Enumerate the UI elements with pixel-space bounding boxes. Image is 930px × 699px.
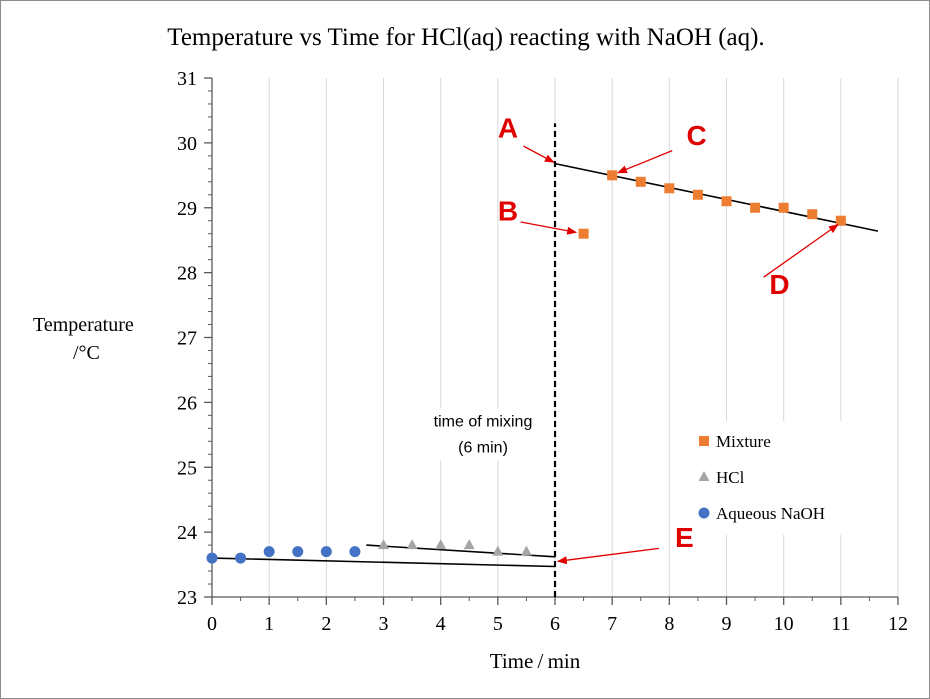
annotation-arrow-B xyxy=(520,221,578,235)
mixture-point xyxy=(578,228,589,239)
naoh-trend xyxy=(211,557,556,568)
x-tick-label-10: 10 xyxy=(774,613,794,635)
y-tick-label-30: 30 xyxy=(177,133,197,155)
y-axis-label-line1: Temperature xyxy=(33,314,134,336)
aqueous-naoh-point xyxy=(206,552,218,564)
x-tick-label-8: 8 xyxy=(664,613,674,635)
annotation-label-E: E xyxy=(675,522,694,553)
mixing-line-group: time of mixing (6 min) xyxy=(409,123,557,597)
x-tick-label-11: 11 xyxy=(831,613,850,635)
aqueous-naoh-point xyxy=(235,552,247,564)
x-tick-label-1: 1 xyxy=(264,613,274,635)
legend-label-aqueous-naoh: Aqueous NaOH xyxy=(716,504,825,523)
aqueous-naoh-point xyxy=(320,546,332,558)
x-tick-label-0: 0 xyxy=(207,613,217,635)
mixture-point xyxy=(807,209,818,220)
annotation-label-C: C xyxy=(686,120,706,151)
hcl-point xyxy=(520,545,532,556)
y-tick-label-26: 26 xyxy=(177,392,197,414)
aqueous-naoh-point xyxy=(263,546,275,558)
annotation-arrow-A xyxy=(523,145,555,163)
mixture-point xyxy=(750,202,761,213)
mixture-point xyxy=(778,202,789,213)
mixture-point xyxy=(635,176,646,187)
annotations: A B C D E xyxy=(498,113,839,565)
mixing-label-line2: (6 min) xyxy=(458,439,508,456)
aqueous-naoh-point xyxy=(292,546,304,558)
x-tick-label-9: 9 xyxy=(722,613,732,635)
hcl-point xyxy=(378,539,389,550)
annotation-arrow-C xyxy=(616,150,673,174)
legend-background xyxy=(692,421,864,535)
annotation-label-A: A xyxy=(498,113,518,144)
legend: Mixture HCl Aqueous NaOH xyxy=(692,421,864,535)
chart-title: Temperature vs Time for HCl(aq) reacting… xyxy=(167,24,764,51)
mixing-label-line1: time of mixing xyxy=(434,413,533,430)
annotation-arrow-E xyxy=(556,547,660,565)
x-axis-label: Time / min xyxy=(490,649,581,673)
legend-label-hcl: HCl xyxy=(716,468,745,487)
x-tick-label-4: 4 xyxy=(436,613,446,635)
mixture-trend xyxy=(554,162,879,232)
annotation-arrow-D xyxy=(763,224,839,278)
mixture-point xyxy=(721,196,732,207)
aqueous-naoh-point xyxy=(349,546,361,558)
hcl-point xyxy=(463,539,475,550)
hcl-point xyxy=(435,539,447,550)
x-tick-label-7: 7 xyxy=(607,613,617,635)
mixing-label-bg xyxy=(409,408,554,461)
y-tick-label-25: 25 xyxy=(177,457,197,479)
legend-marker-hcl xyxy=(698,471,710,481)
y-tick-label-24: 24 xyxy=(177,522,197,544)
mixture-point xyxy=(692,189,703,200)
x-tick-label-6: 6 xyxy=(550,613,560,635)
legend-label-mixture: Mixture xyxy=(716,432,771,451)
hcl-point xyxy=(406,539,418,550)
y-tick-label-31: 31 xyxy=(177,68,197,90)
x-tick-label-12: 12 xyxy=(888,613,908,635)
data-points xyxy=(206,170,846,564)
legend-marker-mixture xyxy=(699,436,709,446)
annotation-label-B: B xyxy=(498,196,518,227)
x-tick-label-3: 3 xyxy=(379,613,389,635)
x-tick-label-5: 5 xyxy=(493,613,503,635)
x-tick-label-2: 2 xyxy=(321,613,331,635)
y-tick-label-28: 28 xyxy=(177,263,197,285)
y-tick-label-27: 27 xyxy=(177,328,197,350)
y-tick-label-29: 29 xyxy=(177,198,197,220)
y-axis-label-line2: /°C xyxy=(73,342,100,364)
y-tick-label-23: 23 xyxy=(177,587,197,609)
hcl-point xyxy=(492,545,504,556)
mixture-point xyxy=(607,170,618,181)
annotation-label-D: D xyxy=(769,269,789,300)
mixture-point xyxy=(835,215,846,226)
mixture-point xyxy=(664,183,675,194)
legend-marker-aqueous-naoh xyxy=(698,507,710,519)
